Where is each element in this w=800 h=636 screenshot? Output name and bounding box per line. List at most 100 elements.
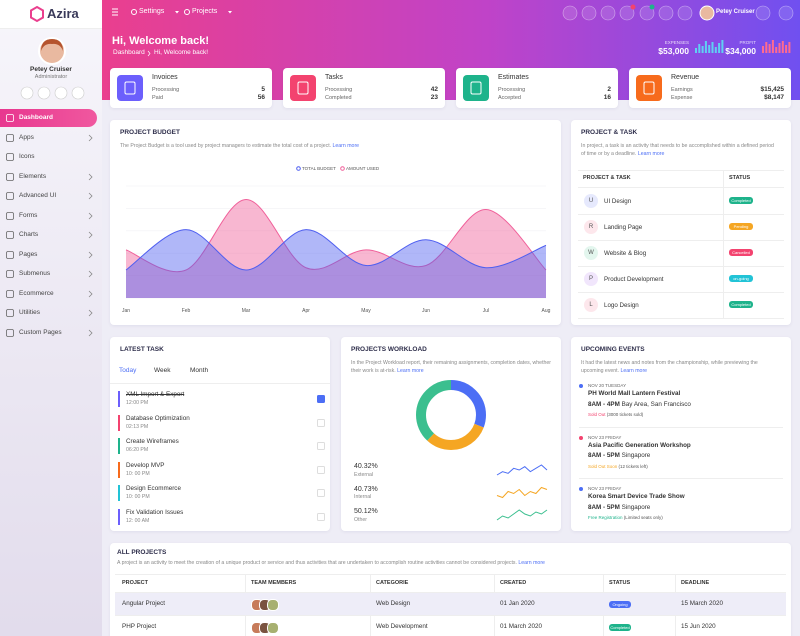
learn-more[interactable]: Learn more bbox=[518, 560, 545, 566]
event-time: 8AM - 5PM Singapore bbox=[588, 452, 651, 459]
nav-item[interactable]: Settings bbox=[139, 8, 165, 15]
tab[interactable]: Today bbox=[119, 367, 137, 374]
x-tick-label: May bbox=[361, 308, 371, 314]
legend-label: TOTAL BUDGET bbox=[302, 165, 336, 171]
x-tick-label: Jul bbox=[482, 308, 490, 314]
menu-icon bbox=[6, 153, 14, 161]
stat-label: PROFIT bbox=[739, 40, 757, 45]
task-time: 10: 00 PM bbox=[126, 470, 150, 477]
stat-icon bbox=[636, 75, 662, 101]
menu-item[interactable]: Pages bbox=[19, 250, 38, 258]
menu-item[interactable]: Dashboard bbox=[19, 114, 53, 121]
member-avatar bbox=[267, 622, 279, 634]
menu-item[interactable]: Ecommerce bbox=[19, 289, 54, 297]
card-row-value: 16 bbox=[603, 94, 611, 101]
graphic bbox=[6, 289, 14, 298]
graphic bbox=[88, 329, 93, 336]
checkbox[interactable] bbox=[317, 395, 325, 403]
card-row-value: 23 bbox=[430, 94, 438, 101]
menu-item[interactable]: Submenus bbox=[19, 270, 51, 277]
learn-more[interactable]: Learn more bbox=[637, 151, 665, 157]
area bbox=[126, 199, 546, 298]
header-icon bbox=[600, 5, 616, 21]
menu-item[interactable]: Icons bbox=[19, 153, 35, 160]
project-name: Angular Project bbox=[122, 600, 166, 607]
stat-card: Estimates Processing 2 Accepted 16 bbox=[456, 68, 618, 108]
menu-icon bbox=[6, 270, 14, 278]
member-avatar bbox=[267, 599, 279, 611]
section-title: LATEST TASK bbox=[120, 346, 164, 353]
graphic bbox=[416, 380, 548, 521]
header-user: Petey Cruiser bbox=[716, 9, 755, 15]
tab[interactable]: Week bbox=[154, 367, 171, 374]
header-icon bbox=[658, 5, 674, 21]
event-note: (3000 tickets sold) bbox=[606, 412, 644, 417]
event-place: Bay Area, San Francisco bbox=[621, 400, 691, 408]
header-icon bbox=[619, 5, 635, 21]
menu-icon bbox=[6, 211, 14, 220]
graphic bbox=[643, 81, 655, 95]
menu-item[interactable]: Forms bbox=[19, 211, 38, 219]
sparkline bbox=[496, 509, 548, 521]
header-icon bbox=[639, 5, 655, 21]
initial-badge: R bbox=[584, 220, 598, 234]
checkbox[interactable] bbox=[317, 418, 325, 427]
menu-icon bbox=[6, 328, 14, 337]
task-color-bar bbox=[118, 508, 120, 525]
stat-icon bbox=[463, 75, 489, 101]
menu-item[interactable]: Charts bbox=[19, 231, 39, 238]
graphic bbox=[6, 133, 14, 142]
graphic bbox=[184, 9, 190, 15]
caret bbox=[228, 11, 232, 14]
graphic bbox=[88, 231, 93, 239]
table-head bbox=[578, 170, 784, 188]
mini-bar bbox=[785, 45, 788, 53]
header-icon bbox=[778, 5, 794, 21]
card-title: Revenue bbox=[671, 74, 700, 81]
status-badge: on-going bbox=[729, 275, 753, 282]
learn-more[interactable]: Learn more bbox=[397, 368, 424, 374]
stat-card: Revenue Earnings $15,425 Expense $8,147 bbox=[629, 68, 791, 108]
x-tick-label: Aug bbox=[541, 308, 551, 314]
checkbox[interactable] bbox=[317, 489, 325, 497]
column-header: DEADLINE bbox=[681, 580, 710, 586]
menu-icon bbox=[6, 192, 14, 200]
checkbox[interactable] bbox=[317, 442, 325, 450]
menu-item[interactable]: Advanced UI bbox=[19, 192, 57, 199]
menu-item[interactable]: Utilities bbox=[19, 309, 40, 316]
card-row-value: $8,147 bbox=[764, 94, 784, 101]
graphic bbox=[6, 309, 14, 317]
nav-item[interactable]: Projects bbox=[192, 8, 218, 15]
row-divider bbox=[578, 266, 784, 267]
checkbox[interactable] bbox=[317, 512, 325, 521]
mini-bar bbox=[775, 47, 778, 53]
x-tick-label: Jan bbox=[121, 308, 131, 314]
task-color-bar bbox=[118, 485, 120, 501]
learn-more[interactable]: Learn more bbox=[620, 368, 648, 374]
mini-bar bbox=[765, 42, 768, 53]
menu-item[interactable]: Custom Pages bbox=[19, 328, 62, 336]
x-tick-label: Jun bbox=[421, 308, 431, 314]
menu-item[interactable]: Apps bbox=[19, 133, 34, 141]
checkbox[interactable] bbox=[317, 465, 325, 474]
learn-more[interactable]: Learn more bbox=[332, 143, 360, 149]
area bbox=[126, 229, 546, 298]
task-name: Product Development bbox=[604, 275, 664, 283]
graphic bbox=[762, 40, 791, 53]
donut-segment bbox=[416, 380, 486, 450]
tab[interactable]: Month bbox=[190, 367, 209, 374]
workload-value: 40.73% bbox=[354, 485, 378, 493]
menu-item[interactable]: Elements bbox=[19, 172, 47, 180]
profile-icon bbox=[54, 86, 68, 100]
graphic bbox=[6, 114, 14, 122]
section-title: PROJECTS WORKLOAD bbox=[351, 346, 427, 353]
status-badge: Cancelled bbox=[729, 249, 753, 256]
event-date: NOV 23 FRIDAY bbox=[588, 486, 622, 491]
task-color-bar bbox=[118, 391, 120, 407]
column-header: PROJECT & TASK bbox=[583, 175, 631, 181]
card-row-label: Processing bbox=[498, 87, 526, 93]
breadcrumb-sep bbox=[147, 50, 151, 57]
header-icon bbox=[755, 5, 771, 21]
sparkline bbox=[496, 464, 548, 476]
graphic bbox=[6, 211, 14, 220]
